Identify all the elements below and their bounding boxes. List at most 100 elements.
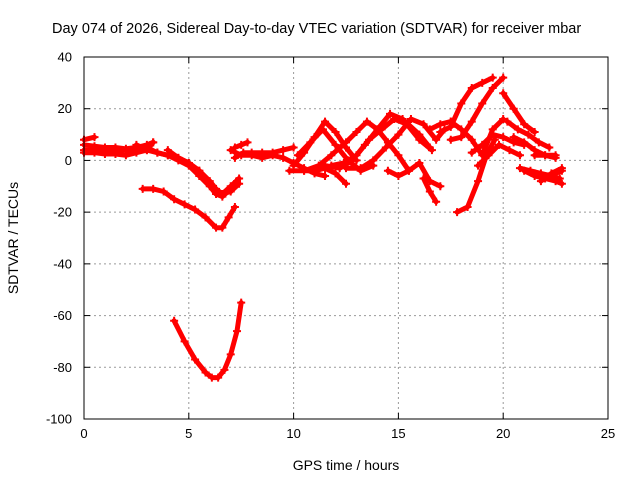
data-point	[394, 171, 403, 180]
data-point	[163, 146, 172, 155]
data-point	[268, 151, 277, 160]
data-point	[457, 133, 466, 142]
data-point	[289, 143, 298, 152]
data-point	[230, 202, 239, 211]
data-point	[170, 195, 179, 204]
data-point	[279, 153, 288, 162]
data-point	[534, 138, 543, 147]
data-point	[432, 197, 441, 206]
data-point	[318, 125, 327, 134]
data-point	[331, 140, 340, 149]
series-arc-35	[515, 164, 564, 183]
data-point	[390, 115, 399, 124]
series-line	[301, 119, 412, 174]
data-point	[331, 169, 340, 178]
data-point	[499, 73, 508, 82]
data-point	[184, 159, 193, 168]
data-point	[342, 138, 350, 147]
data-point	[195, 166, 204, 175]
data-point	[201, 368, 210, 377]
data-point	[191, 355, 200, 364]
data-point	[159, 187, 168, 196]
plot-frame	[83, 56, 609, 420]
data-point	[279, 146, 288, 155]
data-point	[218, 223, 227, 232]
data-point	[526, 166, 535, 175]
data-series-layer	[80, 73, 566, 382]
data-point	[289, 161, 298, 170]
series-arc-18	[342, 115, 449, 173]
data-point	[342, 179, 350, 188]
data-point	[547, 171, 556, 180]
data-point	[121, 151, 130, 160]
data-point	[415, 159, 424, 168]
data-point	[419, 174, 428, 183]
data-point	[551, 151, 560, 160]
data-point	[383, 166, 392, 175]
data-point	[327, 151, 336, 160]
data-point	[402, 120, 411, 129]
series-arc-19	[327, 115, 436, 170]
data-point	[226, 187, 235, 196]
series-line	[385, 160, 443, 189]
data-point	[467, 84, 476, 93]
series-arc-20	[383, 159, 445, 191]
data-point	[369, 156, 378, 165]
data-point	[226, 350, 235, 359]
data-point	[100, 149, 109, 158]
data-point	[339, 159, 348, 168]
y-tick-label: 40	[58, 50, 72, 65]
data-point	[230, 143, 239, 152]
data-point	[557, 179, 566, 188]
data-point	[214, 373, 223, 382]
data-point	[394, 151, 403, 160]
data-point	[381, 143, 390, 152]
data-point	[180, 337, 189, 346]
data-point	[191, 205, 200, 214]
data-point	[142, 143, 151, 152]
y-tick-label: -80	[53, 360, 72, 375]
y-tick-label: -40	[53, 256, 72, 271]
series-arc-36	[530, 151, 560, 160]
data-point	[499, 115, 508, 124]
x-tick-label: 0	[80, 426, 87, 441]
data-point	[446, 135, 455, 144]
data-point	[478, 78, 487, 87]
data-point	[520, 120, 529, 129]
data-point	[352, 127, 361, 136]
data-point	[362, 117, 371, 126]
data-point	[446, 117, 455, 126]
data-point	[478, 99, 487, 108]
data-point	[90, 133, 99, 142]
data-point	[503, 117, 512, 126]
data-point	[237, 151, 246, 160]
data-point	[111, 149, 120, 158]
data-point	[321, 171, 330, 180]
data-point	[237, 298, 246, 307]
data-point	[555, 174, 564, 183]
data-point	[149, 138, 158, 147]
data-point	[377, 125, 386, 134]
series-arc-12	[230, 138, 252, 152]
data-point	[513, 125, 522, 134]
series-arc-4	[80, 133, 99, 144]
y-axis-label: SDTVAR / TECUs	[5, 182, 21, 294]
series-arc-21	[419, 174, 441, 206]
data-point	[327, 161, 336, 170]
data-point	[243, 138, 252, 147]
data-point	[463, 202, 472, 211]
data-point	[488, 84, 497, 93]
series-arc-28	[474, 140, 524, 170]
data-point	[352, 151, 361, 160]
data-point	[436, 127, 445, 136]
data-point	[132, 148, 141, 157]
data-point	[237, 140, 246, 149]
data-point	[520, 138, 529, 147]
data-point	[505, 146, 514, 155]
data-point	[365, 135, 374, 144]
data-point	[474, 161, 483, 170]
data-point	[467, 117, 476, 126]
data-point	[386, 109, 395, 118]
data-point	[436, 120, 445, 129]
data-point	[557, 164, 566, 173]
